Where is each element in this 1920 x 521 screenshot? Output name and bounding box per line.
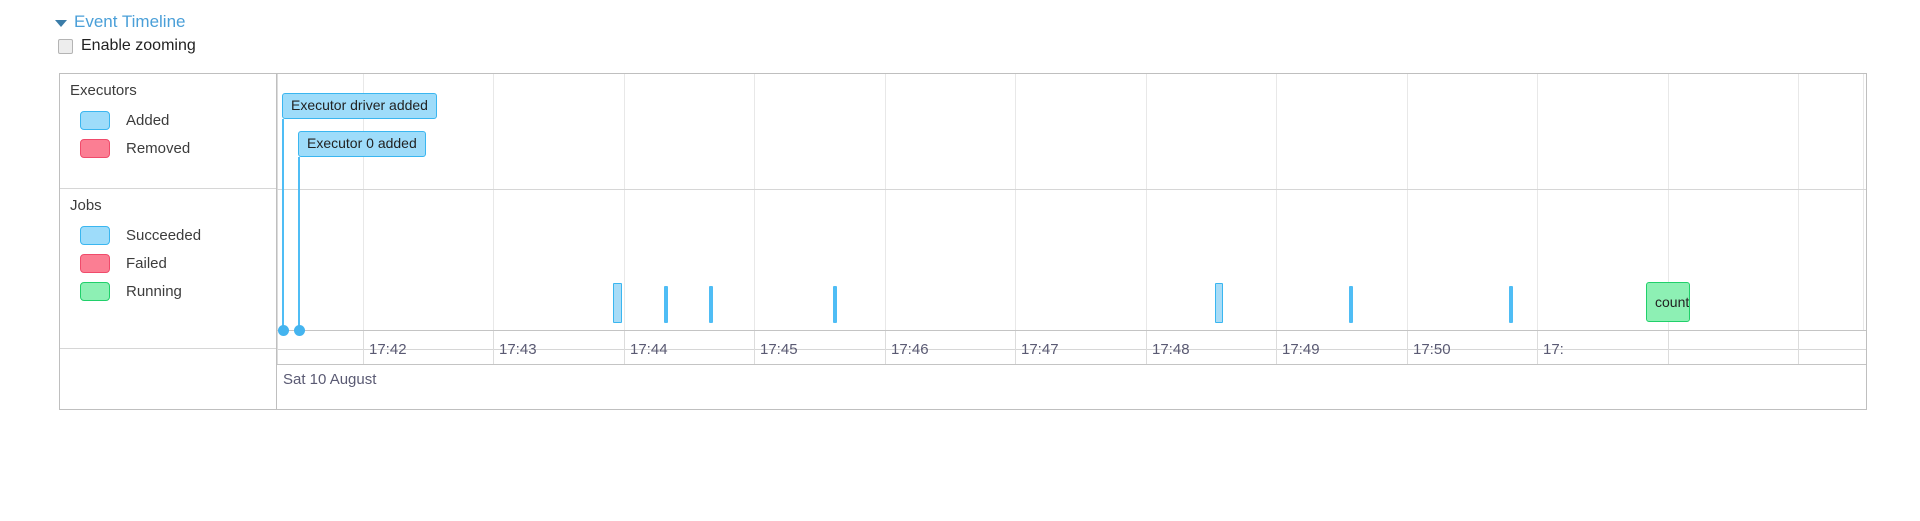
axis-label: 17:50 [1413, 341, 1451, 358]
axis-tick [1146, 331, 1147, 364]
legend-item-added: Added [70, 106, 276, 134]
axis-tick [1015, 331, 1016, 364]
axis-label: 17:47 [1021, 341, 1059, 358]
grid-line [624, 74, 625, 330]
legend-item-removed: Removed [70, 134, 276, 162]
swatch-added [80, 110, 110, 130]
event-box-executor-0-added[interactable]: Executor 0 added [298, 131, 426, 157]
axis-baseline [277, 364, 1866, 365]
grid-line [754, 74, 755, 330]
job-tick[interactable] [709, 286, 713, 323]
legend-label: Failed [126, 254, 167, 272]
legend-group-title: Jobs [70, 197, 102, 214]
legend-label: Removed [126, 139, 191, 157]
time-axis-labels: 17:42 17:43 17:44 17:45 17:46 17:47 17:4… [277, 331, 1866, 409]
axis-tick [1668, 331, 1669, 364]
job-tick[interactable] [1509, 286, 1513, 323]
axis-tick [1407, 331, 1408, 364]
legend-label: Running [126, 282, 182, 300]
event-box-executor-driver-added[interactable]: Executor driver added [282, 93, 437, 119]
axis-tick [493, 331, 494, 364]
axis-tick [1537, 331, 1538, 364]
axis-tick [624, 331, 625, 364]
axis-tick [363, 331, 364, 364]
event-dot[interactable] [294, 325, 305, 336]
axis-tick [754, 331, 755, 364]
grid-line [1668, 74, 1669, 330]
swatch-failed [80, 253, 110, 273]
job-tick[interactable] [833, 286, 837, 323]
enable-zooming-checkbox[interactable] [58, 38, 73, 54]
legend-group-jobs: Jobs Succeeded Failed Running [60, 189, 276, 349]
swatch-running [80, 281, 110, 301]
grid-line [493, 74, 494, 330]
job-tick[interactable] [1349, 286, 1353, 323]
timeline-plot[interactable]: Executor driver added Executor 0 added c… [277, 74, 1866, 409]
axis-date-caption: Sat 10 August [283, 371, 377, 388]
grid-line [1276, 74, 1277, 330]
event-dot[interactable] [278, 325, 289, 336]
event-timeline-toggle[interactable]: Event Timeline [55, 12, 186, 32]
event-stem [282, 119, 284, 330]
timeline-legend: Executors Added Removed Jobs Succeeded [60, 74, 277, 409]
job-tick[interactable] [1215, 283, 1223, 323]
grid-line [363, 74, 364, 330]
grid-line [1537, 74, 1538, 330]
legend-label: Succeeded [126, 226, 202, 244]
axis-label: 17:45 [760, 341, 798, 358]
row-separator [277, 349, 1866, 350]
grid-line [277, 74, 278, 330]
legend-item-failed: Failed [70, 249, 276, 277]
grid-line [885, 74, 886, 330]
axis-label: 17:42 [369, 341, 407, 358]
legend-group-title: Executors [70, 82, 137, 99]
grid-line [1863, 74, 1864, 330]
grid-line [1146, 74, 1147, 330]
axis-tick [1276, 331, 1277, 364]
legend-label: Added [126, 111, 170, 129]
grid-line [1407, 74, 1408, 330]
axis-label: 17:43 [499, 341, 537, 358]
job-tick[interactable] [664, 286, 668, 323]
enable-zooming-row[interactable]: Enable zooming [58, 37, 196, 55]
row-separator [277, 189, 1866, 190]
axis-label: 17:44 [630, 341, 668, 358]
grid-line [1798, 74, 1799, 330]
time-axis [277, 330, 1866, 331]
legend-item-running: Running [70, 277, 276, 305]
axis-label: 17:46 [891, 341, 929, 358]
axis-tick [277, 331, 278, 364]
swatch-succeeded [80, 225, 110, 245]
timeline-panel: Executors Added Removed Jobs Succeeded [59, 73, 1867, 410]
swatch-removed [80, 138, 110, 158]
job-box-count[interactable]: count [1646, 282, 1690, 322]
event-stem [298, 157, 300, 330]
enable-zooming-label: Enable zooming [81, 37, 196, 54]
axis-label: 17: [1543, 341, 1564, 358]
legend-axis-spacer [60, 349, 276, 409]
legend-item-succeeded: Succeeded [70, 221, 276, 249]
legend-group-executors: Executors Added Removed [60, 74, 276, 189]
grid-line [1015, 74, 1016, 330]
axis-label: 17:49 [1282, 341, 1320, 358]
page-title: Event Timeline [74, 12, 186, 31]
axis-tick [1798, 331, 1799, 364]
axis-label: 17:48 [1152, 341, 1190, 358]
axis-tick [885, 331, 886, 364]
caret-down-icon [55, 19, 67, 27]
job-tick[interactable] [613, 283, 622, 323]
